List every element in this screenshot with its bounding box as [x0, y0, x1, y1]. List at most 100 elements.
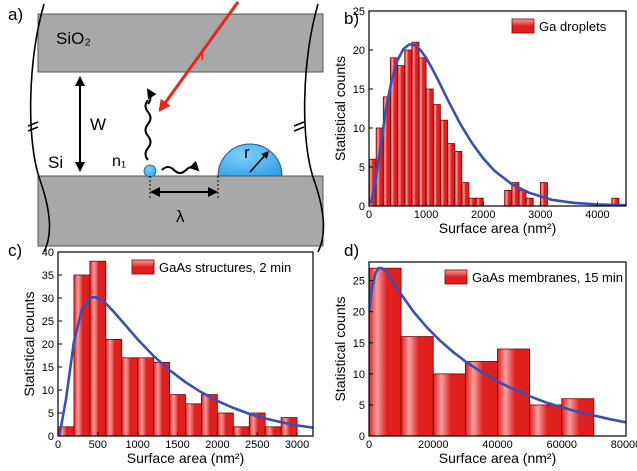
histogram-bar [121, 357, 139, 437]
histogram-bar [561, 398, 595, 437]
x-tick-label: 4000 [585, 209, 609, 221]
right-break-edge [303, 3, 325, 253]
x-tick-label: 40000 [482, 439, 513, 451]
nucleus-label: n₁ [112, 153, 126, 170]
y-tick-label: 35 [42, 270, 54, 282]
y-tick-label: 0 [48, 431, 54, 443]
oxide-layer-top [37, 13, 324, 73]
y-tick-label: 15 [353, 84, 365, 96]
y-tick-label: 20 [353, 45, 365, 57]
histogram-bar [447, 143, 456, 207]
y-tick-label: 25 [353, 6, 365, 18]
histogram-bar [475, 197, 484, 207]
x-tick-label: 3000 [285, 439, 309, 451]
surface-diffusion-path [161, 160, 200, 174]
histogram-bar [368, 267, 402, 437]
panel-label: d) [344, 241, 359, 260]
legend-swatch [511, 18, 535, 34]
histogram-bar [425, 88, 434, 207]
y-tick-label: 0 [359, 431, 365, 443]
histogram-bar [468, 197, 477, 207]
histogram-bar [464, 361, 498, 437]
histogram-bar [432, 373, 466, 437]
left-break-edge [29, 3, 51, 253]
x-tick-label: 2000 [471, 209, 495, 221]
legend-label: GaAs structures, 2 min [159, 260, 291, 275]
histogram-bar [518, 189, 527, 207]
silicon-label: Si [48, 153, 63, 172]
fit-curve [369, 266, 626, 424]
desorption-arrow [146, 88, 157, 105]
panel-label-a: a) [8, 5, 23, 24]
x-tick-label: 0 [366, 439, 372, 451]
histogram-bar [439, 119, 448, 207]
histogram-bar [539, 182, 548, 207]
legend-swatch [131, 259, 155, 275]
x-tick-label: 2500 [245, 439, 269, 451]
break-marks [27, 121, 305, 132]
histogram-bar [397, 65, 406, 207]
y-tick-label: 20 [42, 339, 54, 351]
y-tick-label: 25 [353, 276, 365, 288]
plot-frame [368, 10, 627, 207]
flux-arrow [158, 1, 240, 112]
y-tick-label: 15 [353, 338, 365, 350]
x-tick-label: 0 [366, 209, 372, 221]
histogram-bar [411, 41, 420, 207]
x-axis-label: Surface area (nm²) [439, 450, 556, 466]
desorption-path [144, 99, 152, 161]
x-tick-label: 1000 [414, 209, 438, 221]
histogram-bar [169, 394, 186, 437]
x-tick-label: 60000 [546, 439, 577, 451]
panel-label: c) [8, 241, 22, 260]
histogram-bar [137, 357, 155, 437]
legend-label: GaAs membranes, 15 min [472, 270, 623, 285]
histogram-bar [432, 104, 441, 207]
bars [57, 260, 298, 437]
histogram-bar [105, 338, 123, 437]
x-tick-label: 3000 [528, 209, 552, 221]
x-tick-label: 0 [55, 439, 61, 451]
histogram-bar [73, 274, 91, 437]
nucleus-droplet [143, 164, 157, 178]
y-tick-label: 5 [48, 408, 54, 420]
y-axis-label: Statistical counts [332, 296, 348, 401]
histogram-bar [232, 426, 250, 437]
chart-1: c) 0 500 1000 1500 2000 2500 3000 0 5 10 15 20 25 30 35… [8, 241, 314, 466]
histogram-bar [89, 260, 107, 437]
panel-label: b) [344, 9, 359, 28]
x-axis-label: Surface area (nm²) [439, 220, 556, 236]
histogram-bar [400, 336, 434, 437]
histogram-bar [153, 361, 170, 437]
radius-arrow [249, 150, 270, 173]
x-tick-label: 1000 [125, 439, 149, 451]
bars [368, 41, 620, 207]
y-tick-label: 10 [353, 369, 365, 381]
fit-curve [58, 295, 313, 435]
histogram-bar [461, 182, 470, 207]
y-tick-label: 5 [359, 400, 365, 412]
y-tick-label: 25 [42, 316, 54, 328]
histogram-bar [185, 403, 202, 437]
histogram-bar [264, 426, 282, 437]
legend-swatch [444, 269, 468, 285]
histogram-bar [529, 404, 563, 437]
x-tick-label: 1500 [165, 439, 189, 451]
y-tick-label: 30 [42, 293, 54, 305]
fit-curve [369, 43, 626, 206]
y-tick-label: 40 [42, 247, 54, 259]
histogram-bar [504, 189, 513, 207]
y-tick-label: 5 [359, 162, 365, 174]
y-tick-label: 15 [42, 362, 54, 374]
bars [368, 267, 595, 437]
oxide-label: SiO₂ [56, 29, 91, 48]
radius-label: r [244, 143, 250, 162]
histogram-bar [280, 417, 298, 437]
y-axis-label: Statistical counts [332, 56, 348, 161]
y-tick-label: 10 [353, 123, 365, 135]
histogram-bar [525, 197, 534, 207]
